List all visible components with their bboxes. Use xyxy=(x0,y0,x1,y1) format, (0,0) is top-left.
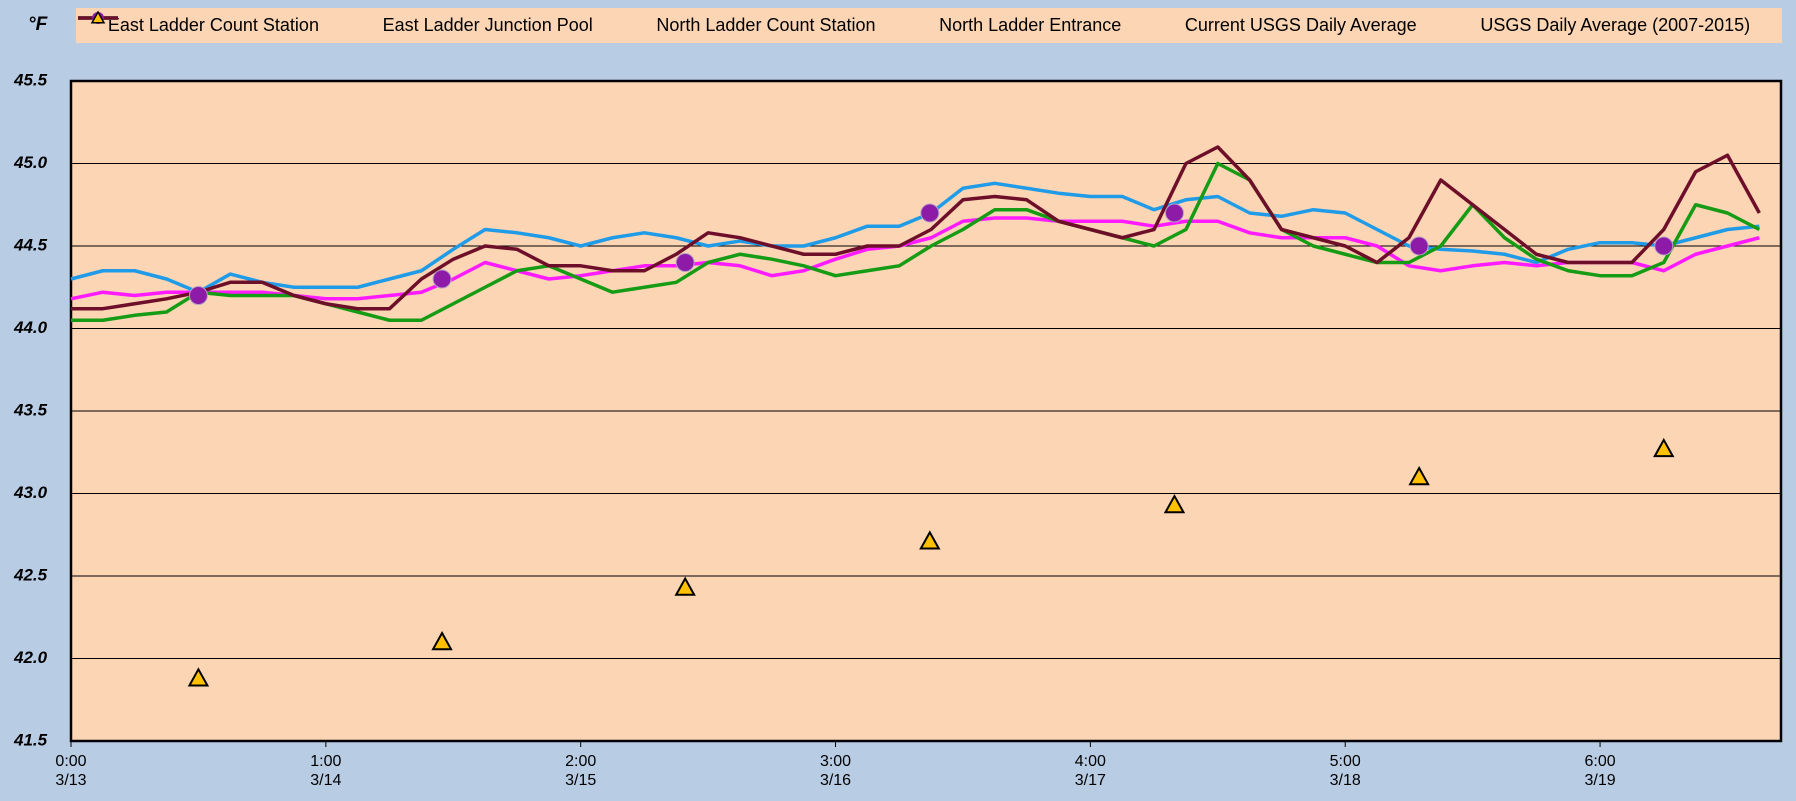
x-tick-label: 1:00 3/14 xyxy=(310,753,342,789)
legend-item: East Ladder Junction Pool xyxy=(78,15,593,36)
point xyxy=(1654,236,1674,256)
legend-item: North Ladder Count Station xyxy=(78,15,876,36)
y-tick-label: 45.5 xyxy=(13,70,48,89)
y-tick-label: 42.0 xyxy=(13,648,48,667)
series-line xyxy=(70,181,1760,294)
plot-border xyxy=(69,79,1783,743)
legend-item: USGS Daily Average (2007-2015) xyxy=(90,10,1751,36)
y-tick-label: 41.5 xyxy=(13,730,48,749)
x-tick-label: 4:00 3/17 xyxy=(1074,753,1106,789)
x-tick-label: 3:00 3/16 xyxy=(819,753,852,789)
y-tick-label: 44.5 xyxy=(13,235,48,254)
legend: East Ladder Count Station East Ladder Jun… xyxy=(76,8,1782,43)
legend-swatch xyxy=(90,10,106,24)
point xyxy=(1653,437,1675,458)
point xyxy=(1164,203,1184,223)
point xyxy=(919,530,941,550)
point xyxy=(431,630,453,651)
point xyxy=(674,576,696,596)
legend-label: East Ladder Junction Pool xyxy=(382,15,593,35)
point xyxy=(432,269,452,289)
legend-label: North Ladder Entrance xyxy=(939,15,1122,35)
y-unit-label: °F xyxy=(28,14,48,35)
series-line xyxy=(71,145,1761,311)
legend-item: North Ladder Entrance xyxy=(78,15,1122,36)
y-tick-label: 43.0 xyxy=(13,483,48,502)
x-tick-label: 0:00 3/13 xyxy=(55,753,87,789)
legend-label: USGS Daily Average (2007-2015) xyxy=(1480,15,1751,35)
y-tick-label: 45.0 xyxy=(13,153,48,172)
point xyxy=(187,667,210,687)
legend-label: North Ladder Count Station xyxy=(656,15,876,35)
legend-item: Current USGS Daily Average xyxy=(92,12,1417,36)
y-tick-label: 43.5 xyxy=(13,400,48,419)
point xyxy=(1408,465,1430,486)
series-line xyxy=(70,216,1760,301)
legend-label: Current USGS Daily Average xyxy=(1184,15,1417,35)
legend-item: East Ladder Count Station xyxy=(78,15,319,36)
legend-marker xyxy=(90,10,106,24)
point xyxy=(675,253,695,272)
point xyxy=(1409,236,1429,256)
y-tick-label: 44.0 xyxy=(13,318,48,337)
legend-label: East Ladder Count Station xyxy=(107,15,319,35)
point xyxy=(188,286,208,305)
x-tick-label: 6:00 3/19 xyxy=(1584,753,1616,789)
x-tick-label: 5:00 3/18 xyxy=(1329,753,1361,789)
x-tick-label: 2:00 3/15 xyxy=(565,753,597,789)
y-tick-label: 42.5 xyxy=(13,565,48,584)
point xyxy=(920,203,940,223)
point xyxy=(1163,493,1186,514)
